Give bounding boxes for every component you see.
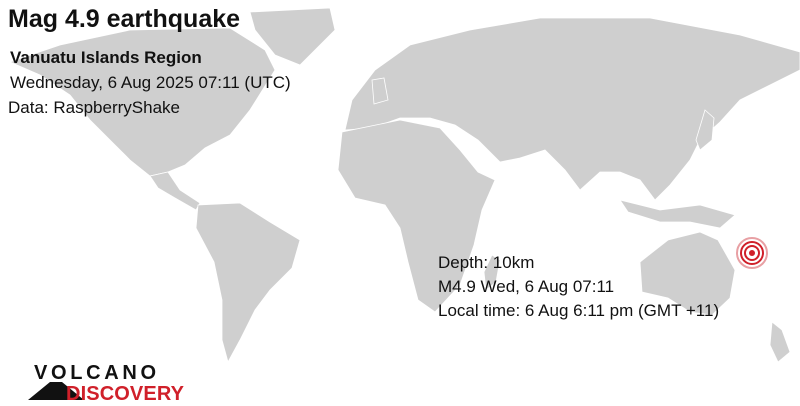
madagascar [483, 254, 501, 291]
local-time: Local time: 6 Aug 6:11 pm (GMT +11) [438, 301, 720, 320]
australia [639, 231, 736, 316]
magnitude-summary: M4.9 Wed, 6 Aug 07:11 [438, 277, 615, 296]
north-america [8, 27, 276, 177]
svg-text:VOLCANO: VOLCANO [34, 362, 156, 384]
epicenter-rings-icon[interactable] [736, 237, 768, 269]
data-source: Data: RaspberryShake [8, 98, 180, 117]
page-title: Mag 4.9 earthquake [8, 5, 241, 33]
region-name: Vanuatu Islands Region [10, 48, 202, 67]
africa [337, 119, 496, 313]
eurasia [344, 17, 800, 201]
south-america [195, 202, 301, 364]
new-zealand [769, 321, 791, 363]
japan [695, 109, 715, 151]
volcanodiscovery-logo: VOLCANO DISCOVERY [28, 362, 185, 402]
greenland [249, 7, 336, 66]
event-datetime: Wednesday, 6 Aug 2025 07:11 (UTC) [10, 73, 291, 92]
depth-label: Depth: 10km [438, 253, 535, 272]
continents [8, 7, 800, 364]
svg-text:DISCOVERY: DISCOVERY [66, 383, 185, 402]
uk [371, 77, 389, 105]
indonesia [619, 199, 736, 229]
central-america [149, 171, 201, 211]
